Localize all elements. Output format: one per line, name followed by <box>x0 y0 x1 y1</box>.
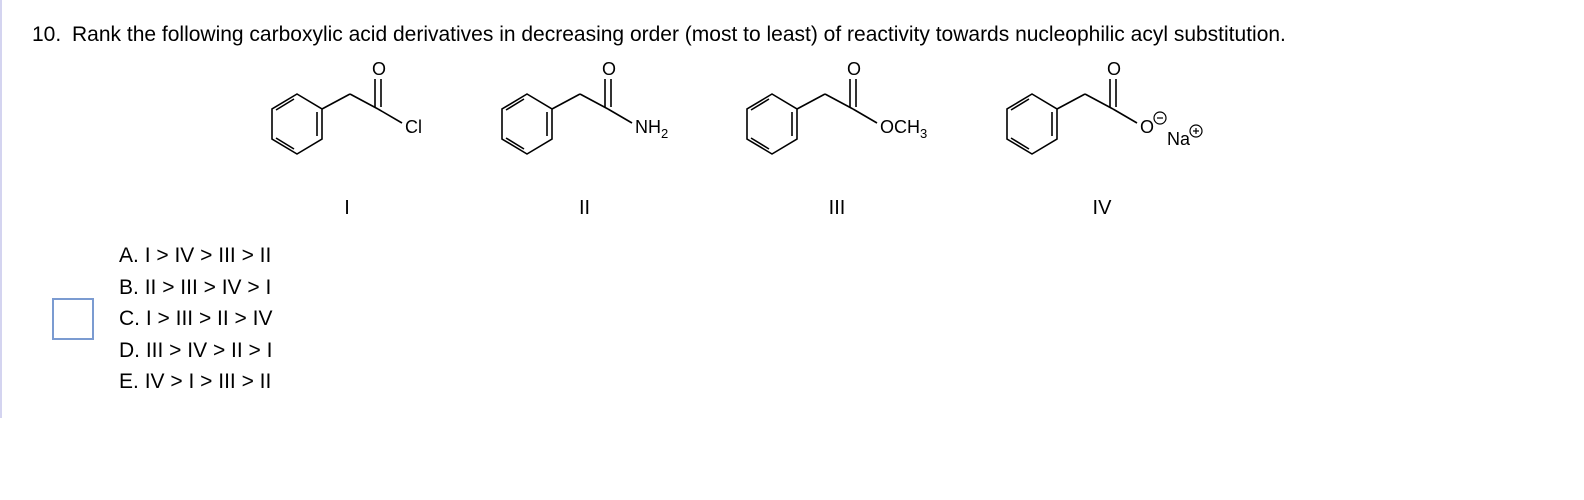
svg-text:O: O <box>847 59 861 79</box>
structure-2-label: II <box>579 197 590 220</box>
answer-d-text: III > IV > II > I <box>146 339 273 362</box>
question-row: 10. Rank the following carboxylic acid d… <box>32 20 1554 49</box>
answer-e-text: IV > I > III > II <box>145 370 272 393</box>
svg-text:O: O <box>372 59 386 79</box>
answer-checkbox[interactable] <box>52 298 94 340</box>
structure-1: O Cl I <box>262 59 432 220</box>
answer-c-text: I > III > II > IV <box>146 307 273 330</box>
question-text: Rank the following carboxylic acid deriv… <box>72 20 1554 49</box>
svg-text:O: O <box>1107 59 1121 79</box>
structure-1-label: I <box>344 197 350 220</box>
structure-3-svg: O OCH3 <box>737 59 937 189</box>
answer-choices: A. I > IV > III > II B. II > III > IV > … <box>119 240 273 398</box>
substituent-1: Cl <box>405 117 422 137</box>
structure-4-label: IV <box>1093 197 1112 220</box>
structure-3: O OCH3 III <box>737 59 937 220</box>
substituent-2: NH2 <box>635 117 668 141</box>
answer-e: E. IV > I > III > II <box>119 366 273 398</box>
counterion-4: Na <box>1167 129 1191 149</box>
answers-container: A. I > IV > III > II B. II > III > IV > … <box>52 240 1554 398</box>
question-number: 10. <box>32 20 72 49</box>
structure-3-label: III <box>829 197 846 220</box>
answer-a: A. I > IV > III > II <box>119 240 273 272</box>
answer-b-text: II > III > IV > I <box>145 276 272 299</box>
structure-4: O O Na IV <box>997 59 1207 220</box>
structure-4-svg: O O Na <box>997 59 1207 189</box>
structure-2-svg: O NH2 <box>492 59 677 189</box>
substituent-4: O <box>1140 117 1154 137</box>
substituent-3: OCH3 <box>880 117 927 141</box>
answer-c: C. I > III > II > IV <box>119 303 273 335</box>
structure-1-svg: O Cl <box>262 59 432 189</box>
answer-d: D. III > IV > II > I <box>119 335 273 367</box>
answer-a-text: I > IV > III > II <box>145 244 272 267</box>
answer-b: B. II > III > IV > I <box>119 272 273 304</box>
structure-2: O NH2 II <box>492 59 677 220</box>
structures-row: O Cl I O NH2 II <box>262 59 1554 220</box>
svg-text:O: O <box>602 59 616 79</box>
